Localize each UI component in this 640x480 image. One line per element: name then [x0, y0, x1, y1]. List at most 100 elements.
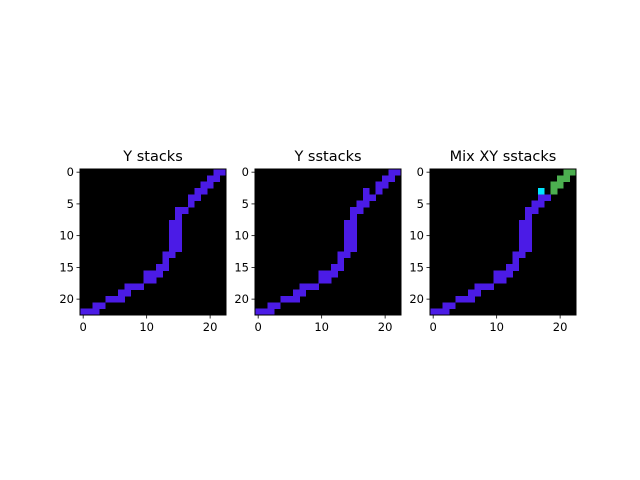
pixel-purple — [267, 308, 275, 316]
pixel-purple — [474, 283, 482, 290]
pixel-purple — [499, 270, 507, 278]
pixel-purple — [187, 194, 195, 202]
pixel-purple — [350, 219, 357, 227]
pixel-purple — [175, 238, 182, 246]
pixel-purple — [525, 232, 532, 240]
pixel-cyan — [537, 188, 545, 195]
pixel-purple — [175, 245, 182, 252]
x-tick-label: 20 — [553, 320, 568, 334]
plot-area: 0 10 20 0 5 10 15 20 — [409, 165, 577, 334]
pixel-purple — [175, 226, 182, 233]
pixel-purple — [525, 238, 532, 246]
pixel-purple — [219, 169, 227, 176]
pixel-purple — [130, 283, 138, 290]
pixel-purple — [493, 270, 501, 278]
pixel-purple — [331, 270, 338, 278]
pixel-purple — [168, 251, 176, 259]
pixel-purple — [343, 238, 351, 246]
pixel-purple — [337, 264, 345, 271]
pixel-purple — [168, 238, 176, 246]
x-tick-label: 0 — [430, 320, 437, 334]
pixel-purple — [111, 295, 119, 303]
pixel-purple — [213, 175, 221, 183]
pixel-purple — [118, 289, 125, 297]
pixel-purple — [350, 226, 357, 233]
x-tick-label: 10 — [314, 320, 329, 334]
pixel-purple — [187, 200, 195, 208]
pixel-purple — [512, 264, 520, 271]
pixel-green — [563, 169, 571, 176]
pixel-purple — [324, 276, 332, 284]
pixel-purple — [362, 194, 370, 202]
pixel-purple — [137, 283, 144, 290]
pixel-purple — [525, 245, 532, 252]
plot-area: 0 10 20 0 5 10 15 20 — [234, 165, 402, 334]
pixel-purple — [124, 289, 132, 297]
x-tick-label: 20 — [378, 320, 393, 334]
pixel-green — [569, 169, 577, 176]
pixel-purple — [455, 295, 463, 303]
pixel-purple — [525, 213, 532, 221]
pixel-purple — [168, 219, 176, 227]
axes-frame — [429, 168, 577, 316]
pixel-purple — [449, 302, 456, 310]
pixel-purple — [388, 169, 396, 176]
pixel-purple — [343, 219, 351, 227]
pixel-purple — [362, 200, 370, 208]
pixel-purple — [356, 207, 364, 214]
pixel-purple — [299, 283, 307, 290]
pixel-green — [563, 175, 571, 183]
y-tick-label: 20 — [59, 292, 74, 306]
pixel-purple — [525, 219, 532, 227]
pixel-purple — [143, 270, 151, 278]
pixel-purple — [175, 232, 182, 240]
pixel-purple — [518, 238, 526, 246]
pixel-purple — [442, 302, 450, 310]
y-tick-label: 10 — [409, 229, 424, 243]
y-tick-label: 15 — [59, 260, 74, 274]
panel-title: Y sstacks — [293, 149, 361, 165]
pixel-green — [556, 181, 564, 189]
pixel-purple — [343, 226, 351, 233]
pixel-purple — [80, 308, 87, 316]
y-tick-label: 20 — [409, 292, 424, 306]
pixel-purple — [436, 308, 444, 316]
pixel-purple — [343, 232, 351, 240]
pixel-purple — [149, 270, 157, 278]
pixel-purple — [156, 270, 163, 278]
pixel-purple — [381, 175, 389, 183]
pixel-purple — [487, 283, 494, 290]
pixel-purple — [531, 200, 539, 208]
y-tick-label: 20 — [234, 292, 249, 306]
pixel-purple — [350, 213, 357, 221]
pixel-purple — [461, 295, 469, 303]
pixel-purple — [388, 175, 396, 183]
pixel-purple — [337, 251, 345, 259]
pixel-purple — [305, 283, 313, 290]
pixel-purple — [518, 251, 526, 259]
y-tick-label: 5 — [67, 197, 74, 211]
pixel-purple — [430, 308, 437, 316]
pixel-purple — [537, 194, 545, 202]
pixel-purple — [168, 245, 176, 252]
pixel-purple — [350, 245, 357, 252]
pixel-purple — [518, 226, 526, 233]
pixel-green — [550, 181, 558, 189]
pixel-purple — [518, 245, 526, 252]
pixel-purple — [512, 257, 520, 265]
pixel-purple — [206, 181, 214, 189]
pixel-purple — [181, 207, 189, 214]
pixel-purple — [261, 308, 269, 316]
pixel-purple — [280, 295, 288, 303]
pixel-purple — [506, 270, 513, 278]
pixel-purple — [267, 302, 275, 310]
y-tick-label: 5 — [242, 197, 249, 211]
y-tick-label: 0 — [242, 165, 249, 179]
pixel-purple — [525, 207, 532, 214]
x-tick-label: 10 — [489, 320, 504, 334]
pixel-purple — [468, 295, 475, 303]
pixel-purple — [274, 302, 281, 310]
panel-title: Y stacks — [122, 149, 183, 165]
pixel-purple — [143, 276, 151, 284]
